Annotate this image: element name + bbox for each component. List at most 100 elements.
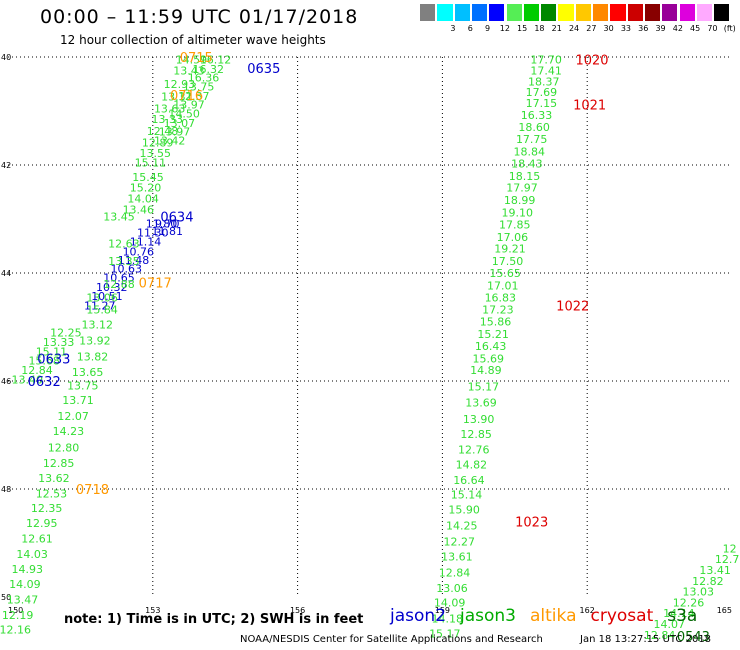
pass-time-jason2: 0633	[37, 352, 70, 367]
scale-swatch	[679, 4, 695, 21]
swh-value-jason3: 12.85	[460, 428, 492, 441]
scale-label: 6	[467, 24, 473, 33]
pass-time-labels: 0715 0635 0716 0634 0717 0633 0632 0718 1020 1021…	[28, 51, 710, 645]
scale-swatch	[489, 4, 505, 21]
scale-label: 39	[655, 24, 666, 33]
swh-value-jason3: 13.33	[152, 113, 184, 126]
swh-value-jason3: 12.93	[164, 78, 196, 91]
swh-value-jason3: 13.92	[79, 335, 111, 348]
swh-value-jason3: 17.41	[530, 65, 562, 78]
swh-value-jason3: 14.93	[12, 563, 44, 576]
swh-value-jason3: 12.76	[458, 444, 490, 457]
swh-value-jason3: 12.27	[444, 535, 476, 548]
scale-swatch	[523, 4, 540, 21]
scale-label: 30	[603, 24, 614, 33]
swh-value-jason2: 10.65	[103, 271, 135, 284]
swh-value-jason3: 12.80	[48, 441, 80, 454]
swh-value-jason3: 14.50	[168, 108, 200, 121]
swh-value-jason3: 12.61	[21, 533, 53, 546]
scale-swatch	[575, 4, 591, 21]
swh-value-jason3: 12.88	[103, 278, 135, 291]
swh-value-jason3: 13.61	[441, 551, 473, 564]
scale-swatch	[420, 4, 436, 21]
swh-value-jason3: 15.11	[36, 345, 68, 358]
y-tick-label: 48	[1, 485, 11, 494]
swh-value-jason3: 13.43	[173, 65, 205, 78]
pass-time-altika: 0715	[180, 51, 213, 66]
credit-text: NOAA/NESDIS Center for Satellite Applica…	[240, 634, 543, 645]
swh-value-jason3: 14.25	[446, 520, 478, 533]
x-tick-label: 165	[717, 606, 732, 615]
y-tick-label: 44	[1, 269, 11, 278]
swh-value-jason3: 12.63	[108, 237, 140, 250]
scale-swatch	[696, 4, 713, 21]
pass-time-cryosat: 1020	[575, 54, 608, 69]
x-tick-label: 159	[435, 606, 450, 615]
swh-value-jason3: 13.31	[161, 90, 193, 103]
swh-value-jason3: 16.83	[485, 291, 517, 304]
swh-value-jason3: 13.69	[465, 397, 497, 410]
swh-value-jason3: 12	[723, 542, 737, 555]
page-subtitle: 12 hour collection of altimeter wave hei…	[60, 33, 326, 47]
swh-value-jason2: 11.81	[152, 225, 184, 238]
swh-value-jason3: 12.48	[147, 125, 179, 138]
scale-label: 33	[620, 24, 632, 33]
swh-value-jason3: 16.33	[521, 109, 553, 122]
scale-swatch	[644, 4, 661, 21]
satellite-legend-cryosat: cryosat	[590, 606, 654, 626]
swh-value-jason3: 14.09	[9, 578, 41, 591]
swh-value-jason3: 12.25	[50, 326, 82, 339]
y-tick-label: 42	[1, 161, 11, 170]
swh-value-jason2: 11.30	[137, 227, 169, 240]
swh-value-jason3: 13.06	[86, 291, 118, 304]
timestamp-text: Jan 18 13:27:15 UTC 2018	[580, 634, 712, 645]
swh-value-jason3: 14.89	[470, 364, 502, 377]
swh-value-jason3: 17.15	[526, 97, 558, 110]
swh-value-jason2: 11.48	[118, 254, 150, 267]
swh-value-jason3: 17.69	[526, 86, 558, 99]
swh-value-jason3: 12.26	[673, 596, 705, 609]
swh-value-jason3: 12.19	[2, 609, 34, 622]
swh-value-jason3: 13.06	[436, 582, 468, 595]
pass-time-cryosat: 1021	[573, 99, 606, 114]
swh-value-jason3: 16.43	[475, 340, 507, 353]
pass-time-jason2: 0632	[28, 375, 61, 390]
swh-value-jason3: 14.23	[53, 425, 85, 438]
pass-time-altika: 0717	[139, 277, 172, 292]
scale-label: 42	[672, 24, 683, 33]
swh-value-jason3: 19.21	[494, 243, 526, 256]
swh-value-jason3: 15.84	[86, 304, 118, 317]
scale-swatch	[437, 4, 453, 21]
swh-value-jason3: 16.64	[453, 474, 485, 487]
swh-value-jason3: 15.69	[473, 352, 505, 365]
swh-value-jason3: 13.40	[12, 373, 44, 386]
swh-value-jason3: 12.07	[57, 410, 89, 423]
swh-value-jason3: 15.90	[448, 504, 480, 517]
swh-value-jason2: 11.27	[84, 299, 116, 312]
scale-swatch	[662, 4, 678, 21]
swh-value-jason3: 13.55	[139, 147, 171, 160]
scale-swatch	[593, 4, 609, 21]
swh-value-jason3: 12.37	[178, 90, 210, 103]
pass-time-altika: 0718	[76, 483, 109, 498]
swh-value-jason3: 15.20	[130, 182, 162, 195]
swh-value-jason3: 12.16	[0, 623, 31, 636]
satellite-legend: jason2 jason3 altika cryosat s3a	[390, 606, 711, 626]
swh-value-jason3: 13.33	[43, 336, 75, 349]
scale-swatch	[627, 4, 643, 21]
swh-value-jason3: 12.85	[43, 457, 75, 470]
pass-time-jason2: 0635	[247, 62, 280, 77]
scale-swatch	[506, 4, 522, 21]
swh-value-jason3: 15.17	[468, 380, 500, 393]
scale-swatch	[558, 4, 574, 21]
swh-value-jason3: 12.35	[31, 502, 63, 515]
scale-label: 70	[707, 24, 718, 33]
scale-label: 18	[534, 24, 545, 33]
swh-value-jason3: 13.63	[154, 102, 186, 115]
x-tick-label: 162	[580, 606, 595, 615]
swh-value-jason3: 12.89	[142, 136, 174, 149]
swh-value-jason3: 13.97	[159, 126, 191, 139]
swh-value-jason3: 14.59	[176, 54, 208, 67]
scale-label: 24	[568, 24, 580, 33]
